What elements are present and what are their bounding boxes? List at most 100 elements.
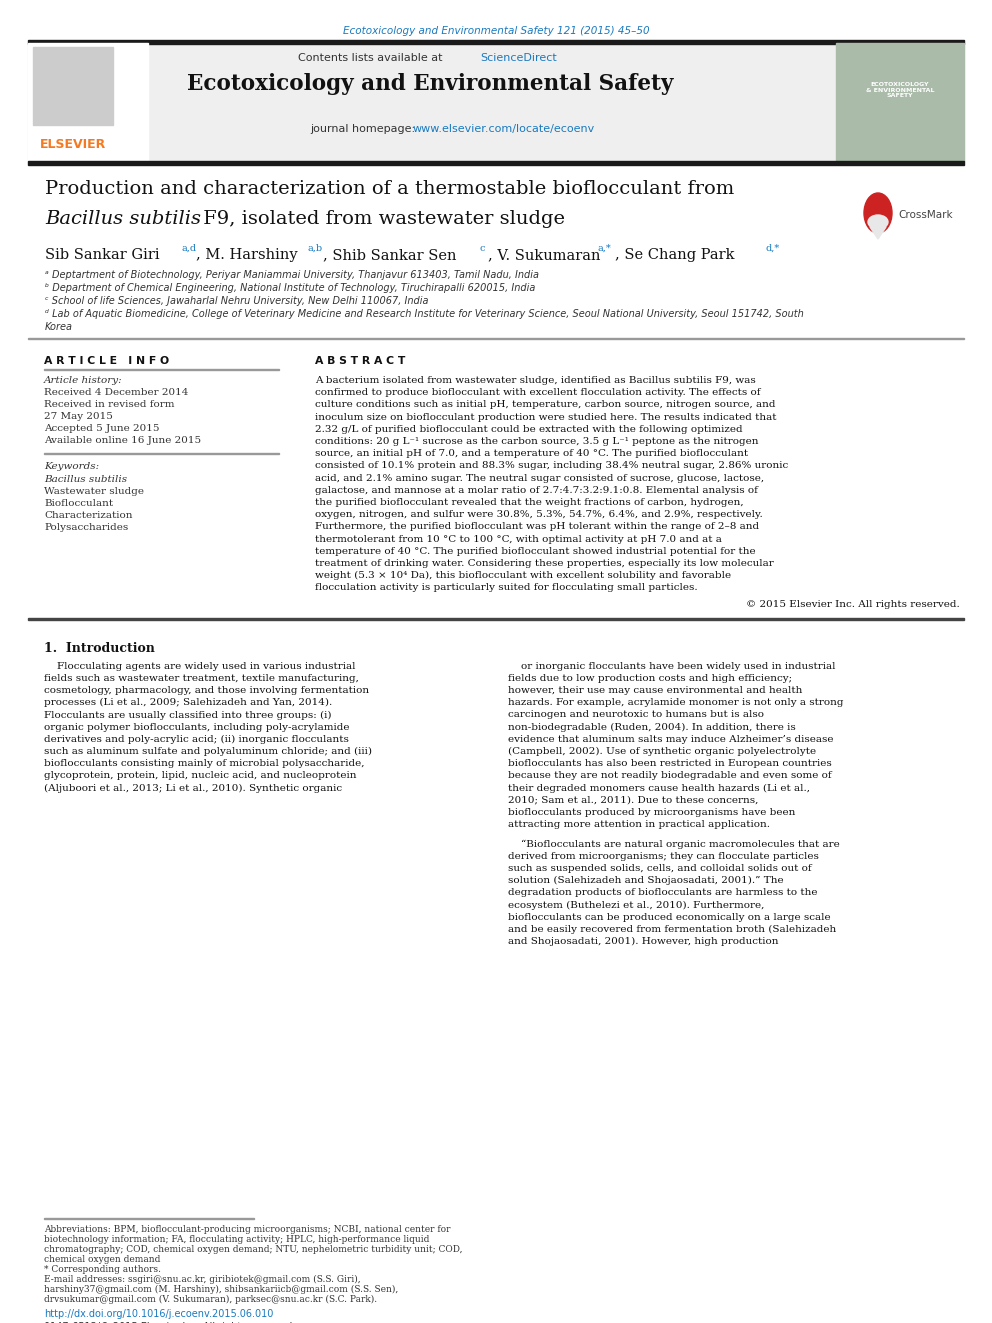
- Text: attracting more attention in practical application.: attracting more attention in practical a…: [508, 820, 770, 830]
- Text: 2010; Sam et al., 2011). Due to these concerns,: 2010; Sam et al., 2011). Due to these co…: [508, 796, 758, 804]
- Text: bioflocculants consisting mainly of microbial polysaccharide,: bioflocculants consisting mainly of micr…: [44, 759, 364, 769]
- Text: processes (Li et al., 2009; Salehizadeh and Yan, 2014).: processes (Li et al., 2009; Salehizadeh …: [44, 699, 332, 708]
- Text: Accepted 5 June 2015: Accepted 5 June 2015: [44, 423, 160, 433]
- Text: , Shib Sankar Sen: , Shib Sankar Sen: [323, 247, 461, 262]
- Text: Wastewater sludge: Wastewater sludge: [44, 487, 144, 496]
- Text: harshiny37@gmail.com (M. Harshiny), shibsankariicb@gmail.com (S.S. Sen),: harshiny37@gmail.com (M. Harshiny), shib…: [44, 1285, 398, 1294]
- Text: consisted of 10.1% protein and 88.3% sugar, including 38.4% neutral sugar, 2.86%: consisted of 10.1% protein and 88.3% sug…: [315, 462, 789, 471]
- Ellipse shape: [868, 216, 888, 229]
- Text: degradation products of bioflocculants are harmless to the: degradation products of bioflocculants a…: [508, 888, 817, 897]
- Text: confirmed to produce bioflocculant with excellent flocculation activity. The eff: confirmed to produce bioflocculant with …: [315, 388, 761, 397]
- Text: Received 4 December 2014: Received 4 December 2014: [44, 388, 188, 397]
- Text: source, an initial pH of 7.0, and a temperature of 40 °C. The purified biofloccu: source, an initial pH of 7.0, and a temp…: [315, 450, 748, 458]
- Text: cosmetology, pharmacology, and those involving fermentation: cosmetology, pharmacology, and those inv…: [44, 687, 369, 695]
- Text: thermotolerant from 10 °C to 100 °C, with optimal activity at pH 7.0 and at a: thermotolerant from 10 °C to 100 °C, wit…: [315, 534, 722, 544]
- Text: , M. Harshiny: , M. Harshiny: [196, 247, 303, 262]
- Text: http://dx.doi.org/10.1016/j.ecoenv.2015.06.010: http://dx.doi.org/10.1016/j.ecoenv.2015.…: [44, 1308, 274, 1319]
- Text: weight (5.3 × 10⁴ Da), this bioflocculant with excellent solubility and favorabl: weight (5.3 × 10⁴ Da), this bioflocculan…: [315, 572, 731, 581]
- Text: biotechnology information; FA, flocculating activity; HPLC, high-performance liq: biotechnology information; FA, flocculat…: [44, 1234, 430, 1244]
- Bar: [33, 48, 113, 124]
- Text: flocculation activity is particularly suited for flocculating small particles.: flocculation activity is particularly su…: [315, 583, 697, 593]
- Text: ECOTOXICOLOGY
& ENVIRONMENTAL
SAFETY: ECOTOXICOLOGY & ENVIRONMENTAL SAFETY: [866, 82, 934, 98]
- Text: Polysaccharides: Polysaccharides: [44, 523, 128, 532]
- Text: and be easily recovered from fermentation broth (Salehizadeh: and be easily recovered from fermentatio…: [508, 925, 836, 934]
- Text: Korea: Korea: [45, 321, 73, 332]
- Text: d,*: d,*: [766, 243, 781, 253]
- Text: acid, and 2.1% amino sugar. The neutral sugar consisted of sucrose, glucose, lac: acid, and 2.1% amino sugar. The neutral …: [315, 474, 764, 483]
- Text: ᵈ Lab of Aquatic Biomedicine, College of Veterinary Medicine and Research Instit: ᵈ Lab of Aquatic Biomedicine, College of…: [45, 310, 804, 319]
- Bar: [836, 44, 964, 161]
- Text: CrossMark: CrossMark: [898, 210, 952, 220]
- Text: chromatography; COD, chemical oxygen demand; NTU, nephelometric turbidity unit; : chromatography; COD, chemical oxygen dem…: [44, 1245, 462, 1254]
- Text: non-biodegradable (Ruden, 2004). In addition, there is: non-biodegradable (Ruden, 2004). In addi…: [508, 722, 796, 732]
- Text: their degraded monomers cause health hazards (Li et al.,: their degraded monomers cause health haz…: [508, 783, 810, 792]
- Text: carcinogen and neurotoxic to humans but is also: carcinogen and neurotoxic to humans but …: [508, 710, 764, 720]
- Text: c: c: [479, 243, 484, 253]
- Text: Article history:: Article history:: [44, 376, 123, 385]
- Text: www.elsevier.com/locate/ecoenv: www.elsevier.com/locate/ecoenv: [413, 124, 595, 134]
- Bar: [28, 44, 964, 161]
- Text: a,b: a,b: [308, 243, 323, 253]
- Text: and Shojaosadati, 2001). However, high production: and Shojaosadati, 2001). However, high p…: [508, 937, 779, 946]
- Text: , V. Sukumaran: , V. Sukumaran: [488, 247, 605, 262]
- Text: F9, isolated from wastewater sludge: F9, isolated from wastewater sludge: [197, 210, 565, 228]
- Text: ELSEVIER: ELSEVIER: [40, 138, 106, 151]
- Text: ecosystem (Buthelezi et al., 2010). Furthermore,: ecosystem (Buthelezi et al., 2010). Furt…: [508, 901, 765, 909]
- Text: “Bioflocculants are natural organic macromolecules that are: “Bioflocculants are natural organic macr…: [508, 839, 840, 849]
- Text: Flocculating agents are widely used in various industrial: Flocculating agents are widely used in v…: [44, 662, 355, 671]
- Text: Sib Sankar Giri: Sib Sankar Giri: [45, 247, 165, 262]
- Text: hazards. For example, acrylamide monomer is not only a strong: hazards. For example, acrylamide monomer…: [508, 699, 843, 708]
- Text: a,*: a,*: [598, 243, 612, 253]
- Text: Production and characterization of a thermostable bioflocculant from: Production and characterization of a the…: [45, 180, 734, 198]
- Text: (Aljuboori et al., 2013; Li et al., 2010). Synthetic organic: (Aljuboori et al., 2013; Li et al., 2010…: [44, 783, 342, 792]
- Text: A bacterium isolated from wastewater sludge, identified as Bacillus subtilis F9,: A bacterium isolated from wastewater slu…: [315, 376, 756, 385]
- Text: ᵃ Deptartment of Biotechnology, Periyar Maniammai University, Thanjavur 613403, : ᵃ Deptartment of Biotechnology, Periyar …: [45, 270, 539, 280]
- Text: or inorganic flocculants have been widely used in industrial: or inorganic flocculants have been widel…: [508, 662, 835, 671]
- Text: glycoprotein, protein, lipid, nucleic acid, and nucleoprotein: glycoprotein, protein, lipid, nucleic ac…: [44, 771, 356, 781]
- Text: 27 May 2015: 27 May 2015: [44, 411, 113, 421]
- Text: Abbreviations: BPM, bioflocculant-producing microorganisms; NCBI, national cente: Abbreviations: BPM, bioflocculant-produc…: [44, 1225, 450, 1234]
- Ellipse shape: [864, 193, 892, 233]
- Text: Bacillus subtilis: Bacillus subtilis: [44, 475, 127, 484]
- Text: such as suspended solids, cells, and colloidal solids out of: such as suspended solids, cells, and col…: [508, 864, 811, 873]
- Text: Available online 16 June 2015: Available online 16 June 2015: [44, 437, 201, 445]
- Text: culture conditions such as initial pH, temperature, carbon source, nitrogen sour: culture conditions such as initial pH, t…: [315, 401, 776, 409]
- Text: E-mail addresses: ssgiri@snu.ac.kr, giribiotek@gmail.com (S.S. Giri),: E-mail addresses: ssgiri@snu.ac.kr, giri…: [44, 1275, 361, 1285]
- Text: * Corresponding authors.: * Corresponding authors.: [44, 1265, 161, 1274]
- Text: evidence that aluminum salts may induce Alzheimer’s disease: evidence that aluminum salts may induce …: [508, 734, 833, 744]
- Text: Received in revised form: Received in revised form: [44, 400, 175, 409]
- Text: galactose, and mannose at a molar ratio of 2.7:4.7:3.2:9.1:0.8. Elemental analys: galactose, and mannose at a molar ratio …: [315, 486, 758, 495]
- Text: a,d: a,d: [181, 243, 196, 253]
- Text: derived from microorganisms; they can flocculate particles: derived from microorganisms; they can fl…: [508, 852, 818, 860]
- Text: 2.32 g/L of purified bioflocculant could be extracted with the following optimiz: 2.32 g/L of purified bioflocculant could…: [315, 425, 743, 434]
- Text: treatment of drinking water. Considering these properties, especially its low mo: treatment of drinking water. Considering…: [315, 560, 774, 568]
- Bar: [28, 44, 148, 161]
- Text: A R T I C L E   I N F O: A R T I C L E I N F O: [44, 356, 169, 366]
- Text: bioflocculants produced by microorganisms have been: bioflocculants produced by microorganism…: [508, 808, 796, 818]
- Text: chemical oxygen demand: chemical oxygen demand: [44, 1256, 161, 1263]
- Text: Ecotoxicology and Environmental Safety: Ecotoxicology and Environmental Safety: [186, 73, 674, 95]
- Text: fields due to low production costs and high efficiency;: fields due to low production costs and h…: [508, 673, 793, 683]
- Text: 1.  Introduction: 1. Introduction: [44, 642, 155, 655]
- Text: bioflocculants can be produced economically on a large scale: bioflocculants can be produced economica…: [508, 913, 830, 922]
- Text: ᶜ School of life Sciences, Jawaharlal Nehru University, New Delhi 110067, India: ᶜ School of life Sciences, Jawaharlal Ne…: [45, 296, 429, 306]
- Text: Contents lists available at: Contents lists available at: [298, 53, 446, 64]
- Text: (Campbell, 2002). Use of synthetic organic polyelectrolyte: (Campbell, 2002). Use of synthetic organ…: [508, 747, 816, 757]
- Text: oxygen, nitrogen, and sulfur were 30.8%, 5.3%, 54.7%, 6.4%, and 2.9%, respective: oxygen, nitrogen, and sulfur were 30.8%,…: [315, 511, 763, 519]
- Polygon shape: [870, 228, 886, 239]
- Text: Characterization: Characterization: [44, 511, 133, 520]
- Bar: [28, 618, 964, 620]
- Text: Furthermore, the purified bioflocculant was pH tolerant within the range of 2–8 : Furthermore, the purified bioflocculant …: [315, 523, 759, 532]
- Text: conditions: 20 g L⁻¹ sucrose as the carbon source, 3.5 g L⁻¹ peptone as the nitr: conditions: 20 g L⁻¹ sucrose as the carb…: [315, 437, 759, 446]
- Text: © 2015 Elsevier Inc. All rights reserved.: © 2015 Elsevier Inc. All rights reserved…: [746, 599, 960, 609]
- Bar: [28, 40, 964, 44]
- Text: such as aluminum sulfate and polyaluminum chloride; and (iii): such as aluminum sulfate and polyaluminu…: [44, 747, 372, 757]
- Text: Ecotoxicology and Environmental Safety 121 (2015) 45–50: Ecotoxicology and Environmental Safety 1…: [342, 26, 650, 36]
- Bar: [28, 161, 964, 164]
- Text: because they are not readily biodegradable and even some of: because they are not readily biodegradab…: [508, 771, 831, 781]
- Text: bioflocculants has also been restricted in European countries: bioflocculants has also been restricted …: [508, 759, 831, 769]
- Text: solution (Salehizadeh and Shojaosadati, 2001).” The: solution (Salehizadeh and Shojaosadati, …: [508, 876, 784, 885]
- Text: inoculum size on bioflocculant production were studied here. The results indicat: inoculum size on bioflocculant productio…: [315, 413, 777, 422]
- Text: Bacillus subtilis: Bacillus subtilis: [45, 210, 201, 228]
- Text: , Se Chang Park: , Se Chang Park: [615, 247, 739, 262]
